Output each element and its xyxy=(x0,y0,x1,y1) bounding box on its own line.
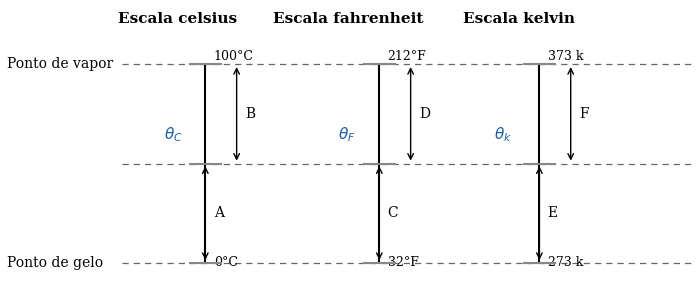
Text: 273 k: 273 k xyxy=(548,256,583,269)
Text: A: A xyxy=(214,206,223,220)
Text: C: C xyxy=(388,206,398,220)
Text: $\theta_C$: $\theta_C$ xyxy=(164,125,182,144)
Text: 373 k: 373 k xyxy=(548,51,583,63)
Text: E: E xyxy=(548,206,558,220)
Text: Escala celsius: Escala celsius xyxy=(118,12,237,26)
Text: 32°F: 32°F xyxy=(388,256,418,269)
Text: 212°F: 212°F xyxy=(388,51,427,63)
Text: $\theta_F$: $\theta_F$ xyxy=(338,125,355,144)
Text: Escala fahrenheit: Escala fahrenheit xyxy=(273,12,423,26)
Text: B: B xyxy=(245,107,255,121)
Text: $\theta_k$: $\theta_k$ xyxy=(494,125,512,144)
Text: F: F xyxy=(579,107,589,121)
Text: 0°C: 0°C xyxy=(214,256,237,269)
Text: D: D xyxy=(419,107,430,121)
Text: 100°C: 100°C xyxy=(214,51,253,63)
Text: Ponto de gelo: Ponto de gelo xyxy=(7,256,103,270)
Text: Escala kelvin: Escala kelvin xyxy=(463,12,574,26)
Text: Ponto de vapor: Ponto de vapor xyxy=(7,57,113,71)
